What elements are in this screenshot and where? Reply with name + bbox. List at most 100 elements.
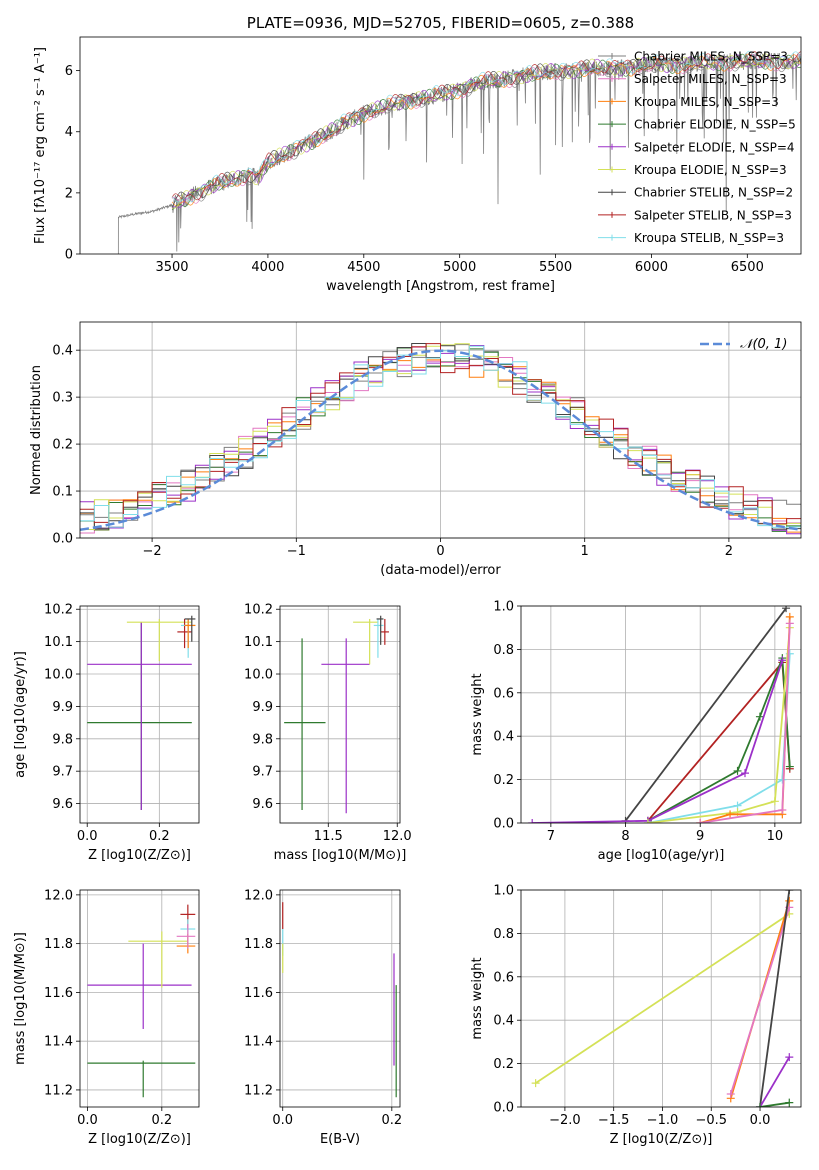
plot-area [531, 890, 794, 1107]
series-line [759, 890, 791, 1107]
series-marker [785, 762, 794, 771]
plot-1: −2 −1 0 1 2 0.0 0.1 0.2 0.3 0.4 (data-model)/error… [29, 321, 802, 578]
y-tick-label: 11.8 [44, 937, 73, 952]
y-tick-label: 6 [65, 64, 73, 79]
x-tick-label: 5000 [443, 260, 476, 275]
y-axis-label: Normed distribution [29, 365, 44, 495]
axes-frame [79, 889, 200, 1108]
x-tick-label: 8 [621, 829, 629, 844]
series-marker [782, 606, 791, 613]
x-tick-label: 10 [767, 829, 784, 844]
y-tick-label: 9.9 [52, 700, 73, 715]
series-marker [643, 819, 652, 823]
legend-label: Kroupa ELODIE, N_SSP=3 [634, 163, 787, 177]
plot-area [87, 904, 196, 1098]
y-tick-label: 0.4 [52, 344, 73, 359]
x-axis-label: mass [log10(M/M⊙)] [274, 848, 407, 863]
axes-frame [520, 889, 802, 1108]
series-marker [785, 890, 794, 894]
plot-7: −2.0 −1.5 −1.0 −0.5 0.0 0.0 0.2 0.4 0.6 0.8 1.0 Z [… [470, 884, 802, 1147]
plot-2: 0.0 0.2 9.6 9.7 9.8 9.9 10.0 10.1 10.2 Z [log10(Z… [13, 603, 200, 863]
x-tick-label: −2.0 [549, 1113, 581, 1128]
y-tick-label: 0.8 [493, 643, 514, 658]
y-tick-label: 12.0 [44, 888, 73, 903]
legend-label: 𝒩(0, 1) [740, 337, 787, 352]
y-tick-label: 10.2 [44, 603, 73, 618]
x-tick-label: −1.0 [647, 1113, 679, 1128]
series-marker [696, 819, 705, 823]
y-tick-label: 9.6 [52, 797, 73, 812]
y-axis-label: age [log10(age/yr)] [13, 651, 28, 778]
y-tick-label: 9.8 [252, 732, 273, 747]
plot-area [87, 615, 196, 811]
ticks: 3500 4000 4500 5000 5500 6000 6500 0 2 4 6 [65, 64, 764, 275]
series-marker [770, 797, 779, 806]
x-tick-label: 3500 [155, 260, 188, 275]
plot-area [282, 902, 397, 1098]
y-tick-label: 11.8 [244, 937, 273, 952]
series-marker [778, 805, 787, 814]
plot-0: 3500 4000 4500 5000 5500 6000 6500 0 2 4 6 waveleng… [33, 14, 802, 294]
plot-area [80, 343, 801, 535]
y-tick-label: 12.0 [244, 888, 273, 903]
y-tick-label: 0 [65, 248, 73, 263]
series-line [532, 660, 784, 823]
plot-3: 11.5 12.0 9.6 9.7 9.8 9.9 10.0 10.1 10.2 mass [lo… [244, 603, 412, 863]
series-line [759, 1056, 791, 1107]
y-tick-label: 0.0 [493, 817, 514, 832]
y-tick-label: 10.2 [244, 603, 273, 618]
series-marker [733, 766, 742, 775]
y-tick-label: 11.4 [44, 1035, 73, 1050]
legend-label: Salpeter STELIB, N_SSP=3 [634, 208, 792, 222]
plot-area [284, 615, 389, 814]
x-tick-label: −0.5 [695, 1113, 727, 1128]
legend-label: Salpeter MILES, N_SSP=3 [634, 72, 787, 86]
model-salpeter-stelib [171, 51, 801, 201]
series-marker [756, 1103, 765, 1107]
y-tick-label: 9.6 [252, 797, 273, 812]
series-line [647, 627, 791, 823]
x-tick-label: 9 [696, 829, 704, 844]
plot-5: 0.0 0.2 11.2 11.4 11.6 11.8 12.0 Z [log10(Z/Z⊙)… [13, 888, 200, 1147]
x-axis-label: (data-model)/error [380, 563, 501, 578]
model-kroupa-elodie [171, 53, 801, 209]
y-tick-label: 11.2 [44, 1083, 73, 1098]
y-axis-label: mass weight [470, 673, 485, 755]
x-tick-label: 0.2 [151, 1113, 172, 1128]
series-line [647, 660, 791, 822]
x-axis-label: Z [log10(Z/Z⊙)] [88, 1132, 191, 1147]
y-tick-label: 10.0 [44, 668, 73, 683]
legend-label: Chabrier STELIB, N_SSP=2 [634, 186, 793, 200]
series-line [535, 913, 790, 1084]
series-marker [785, 1053, 794, 1062]
x-tick-label: 12.0 [383, 829, 412, 844]
x-axis-label: Z [log10(Z/Z⊙)] [610, 1132, 713, 1147]
y-tick-label: 0.4 [493, 1014, 514, 1029]
y-axis-label: mass weight [470, 957, 485, 1039]
y-tick-label: 0.8 [493, 927, 514, 942]
x-tick-label: 1 [581, 544, 589, 559]
x-tick-label: −1.5 [598, 1113, 630, 1128]
y-tick-label: 0.3 [52, 391, 73, 406]
y-tick-label: 0.2 [493, 773, 514, 788]
series-marker [741, 769, 749, 778]
y-tick-label: 0.2 [493, 1057, 514, 1072]
y-tick-label: 0.0 [493, 1101, 514, 1116]
ticks: 0.0 0.2 9.6 9.7 9.8 9.9 10.0 10.1 10.2 [44, 603, 170, 844]
y-tick-label: 0.4 [493, 730, 514, 745]
x-axis-label: age [log10(age/yr)] [598, 848, 725, 863]
x-tick-label: 2 [725, 544, 733, 559]
y-tick-label: 2 [65, 186, 73, 201]
ticks: 0.0 0.2 11.2 11.4 11.6 11.8 12.0 [244, 888, 402, 1128]
series-marker [726, 810, 735, 819]
y-tick-label: 11.6 [44, 986, 73, 1001]
y-tick-label: 1.0 [493, 884, 514, 899]
x-tick-label: −2 [143, 544, 162, 559]
series-marker [785, 619, 794, 628]
y-tick-label: 0.1 [52, 485, 73, 500]
y-axis-label: Flux [fλ10⁻¹⁷ erg cm⁻² s⁻¹ A⁻¹] [33, 47, 48, 244]
series-marker [528, 819, 537, 823]
x-tick-label: 0.0 [750, 1113, 771, 1128]
series-line [729, 907, 791, 1095]
series-line [624, 607, 787, 822]
